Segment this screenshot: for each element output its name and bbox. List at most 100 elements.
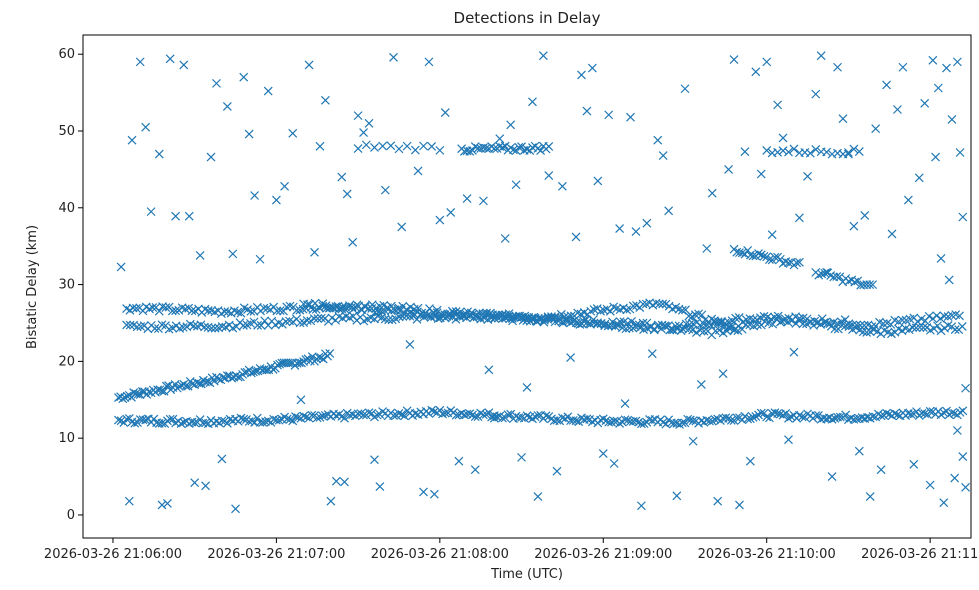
data-point: [124, 496, 134, 506]
data-point: [178, 322, 188, 332]
data-point: [263, 416, 273, 426]
data-point: [838, 114, 848, 124]
data-point: [536, 146, 546, 156]
data-point: [500, 141, 510, 151]
data-point: [356, 409, 366, 418]
data-point: [871, 124, 881, 134]
data-point: [939, 408, 949, 418]
data-point: [217, 322, 227, 332]
data-point: [394, 312, 404, 322]
data-point: [615, 317, 625, 327]
data-point: [353, 144, 363, 154]
data-point: [623, 415, 633, 425]
data-point: [157, 418, 167, 428]
data-point: [168, 414, 178, 424]
data-point: [304, 60, 314, 70]
data-point: [157, 500, 167, 510]
data-point: [906, 409, 916, 419]
data-point: [282, 302, 292, 312]
data-point: [859, 320, 869, 330]
data-point: [735, 500, 744, 510]
data-point: [714, 325, 724, 335]
data-point: [636, 501, 646, 511]
data-point: [908, 323, 918, 332]
data-point: [495, 134, 505, 144]
x-tick-label: 2026-03-26 21:08:00: [371, 547, 509, 562]
data-point: [605, 306, 615, 316]
data-point: [128, 303, 138, 313]
data-point: [295, 318, 305, 328]
data-point: [634, 417, 644, 427]
data-point: [658, 151, 668, 160]
data-point: [533, 492, 543, 501]
data-point: [955, 311, 964, 321]
data-point: [638, 318, 648, 328]
data-point: [252, 413, 262, 423]
data-point: [136, 322, 146, 331]
data-point: [604, 417, 614, 427]
data-point: [735, 248, 744, 258]
data-point: [424, 57, 434, 67]
data-point: [849, 144, 859, 154]
data-point: [239, 72, 249, 82]
data-point: [647, 349, 657, 359]
data-point: [772, 314, 781, 324]
data-point: [593, 176, 603, 186]
data-point: [459, 410, 469, 420]
y-tick-label: 20: [58, 354, 75, 369]
data-point: [947, 115, 957, 124]
data-point: [811, 411, 821, 420]
data-point: [372, 410, 382, 420]
data-point: [125, 320, 135, 330]
x-tick-label: 2026-03-26 21:10:00: [698, 547, 836, 562]
data-point: [631, 227, 641, 237]
data-point: [116, 262, 126, 272]
data-point: [767, 230, 777, 240]
data-point: [734, 313, 744, 322]
data-point: [661, 419, 671, 429]
data-point: [195, 250, 205, 260]
data-point: [843, 148, 853, 157]
data-point: [511, 180, 521, 190]
data-point: [636, 419, 646, 429]
data-point: [535, 315, 545, 325]
data-point: [702, 244, 712, 253]
data-point: [133, 389, 143, 399]
data-point: [517, 413, 526, 422]
data-point: [544, 142, 554, 151]
data-point: [925, 480, 935, 490]
data-point: [159, 386, 169, 396]
data-point: [820, 268, 830, 278]
data-point: [370, 143, 379, 152]
data-point: [784, 435, 793, 445]
data-point: [207, 323, 216, 333]
data-point: [792, 258, 802, 268]
data-point: [615, 419, 625, 428]
data-point: [263, 86, 273, 96]
data-point: [279, 358, 289, 368]
data-point: [890, 409, 900, 418]
data-point: [481, 409, 491, 419]
data-point: [462, 194, 472, 203]
data-point: [582, 106, 592, 116]
data-point: [171, 321, 181, 331]
data-point: [375, 482, 385, 491]
data-point: [246, 306, 256, 316]
data-point: [288, 128, 298, 138]
data-point: [419, 487, 428, 497]
data-point: [470, 465, 480, 475]
data-point: [568, 415, 578, 425]
data-point: [741, 320, 751, 330]
data-point: [244, 129, 254, 139]
data-point: [770, 408, 780, 418]
data-point: [149, 414, 159, 424]
data-point: [165, 414, 175, 424]
data-point: [413, 303, 423, 313]
data-point: [876, 411, 886, 421]
data-point: [281, 317, 291, 326]
data-point: [794, 313, 804, 323]
data-point: [865, 492, 875, 501]
data-point: [920, 409, 930, 418]
data-point: [506, 120, 516, 130]
data-point: [850, 277, 860, 287]
